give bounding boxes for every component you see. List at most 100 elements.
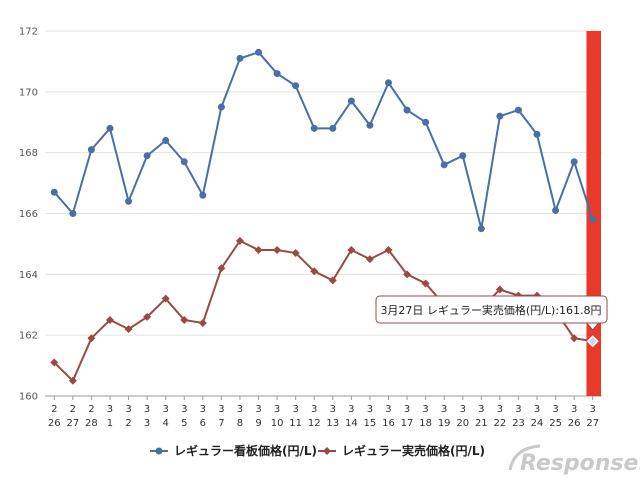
x-tick-month: 3 [274,404,280,415]
x-tick-day: 11 [289,418,302,429]
series-2-point [365,255,374,264]
series-1-point [273,70,281,78]
x-tick-day: 9 [255,418,261,429]
series-2-point [328,276,337,285]
x-tick-month: 3 [422,404,428,415]
series-2-point [254,246,263,254]
series-1-point [570,158,578,166]
y-tick-label: 166 [19,209,38,220]
series-2-point [161,294,170,303]
series-1-point [69,210,77,217]
series-2-point [198,319,207,327]
tooltip-label: 3月27日 レギュラー実売価格(円/L):161.8円 [380,303,601,317]
series-1-point [310,124,318,132]
x-tick-month: 3 [367,404,373,415]
series-1-point [384,79,392,87]
series-2-point [143,312,152,321]
x-tick-month: 3 [404,404,410,415]
x-tick-day: 17 [401,418,414,429]
legend-label-1: レギュラー看板価格(円/L) [174,443,317,458]
x-tick-day: 15 [364,418,377,429]
x-tick-day: 24 [531,418,544,429]
series-2-point [105,315,114,324]
x-tick-month: 3 [515,404,521,415]
series-2-point [273,246,282,254]
x-tick-day: 21 [475,418,488,429]
series-lines [53,51,594,383]
series-2-point [68,376,77,385]
x-tick-month: 3 [385,404,391,415]
x-tick-month: 2 [88,404,94,415]
series-2-point [50,358,59,367]
series-1-point [255,48,263,56]
series-1-point [180,158,188,166]
series-1-point [366,121,374,129]
y-axis-ticks: 160 162 164 166 168 170 172 [19,27,38,403]
series-2-point [347,246,356,254]
x-tick-month: 3 [441,404,447,415]
series-1-point [217,103,225,111]
gridlines [45,30,602,397]
series-2-point [421,279,430,288]
series-2-point [235,236,244,245]
series-2-point [310,267,319,276]
series-1-point [403,106,411,114]
series-markers [50,48,599,385]
x-tick-month: 3 [255,404,261,415]
x-tick-month: 2 [51,404,57,415]
x-tick-month: 3 [552,404,558,415]
x-tick-day: 4 [162,418,168,429]
x-tick-day: 12 [308,418,321,429]
series-1-point [589,216,597,224]
x-tick-month: 3 [348,404,354,415]
tooltip-box [375,295,608,324]
x-tick-day: 8 [237,418,243,429]
series-2-point [586,335,599,348]
series-1-point [533,130,541,138]
x-tick-day: 16 [382,418,395,429]
series-1-point [459,152,467,160]
y-tick-label: 160 [19,392,38,403]
x-tick-day: 22 [494,418,507,429]
x-tick-day: 3 [144,418,150,429]
series-1-point [236,54,244,62]
series-1-point [87,146,95,154]
x-tick-month: 3 [162,404,168,415]
series-2-point [495,285,504,294]
logo-swoosh [508,444,541,471]
x-tick-month: 3 [125,404,131,415]
x-tick-day: 2 [125,418,131,429]
x-tick-day: 1 [107,418,113,429]
y-tick-label: 162 [19,331,38,342]
x-tick-day: 10 [271,418,284,429]
response-logo: Response. [508,444,640,476]
series-line-2 [53,239,593,383]
x-tick-day: 27 [66,418,79,429]
series-1-point [440,161,448,169]
series-1-point [50,188,58,196]
legend-marker-2 [323,447,331,455]
series-1-point [292,82,300,90]
x-tick-month: 3 [237,404,243,415]
x-tick-month: 3 [181,404,187,415]
series-1-point [106,124,114,132]
x-tick-day: 28 [85,418,98,429]
x-tick-month: 3 [460,404,466,415]
series-2-point [180,315,189,324]
x-tick-day: 18 [419,418,432,429]
x-tick-month: 3 [292,404,298,415]
y-tick-label: 170 [19,87,38,98]
tooltip: 3月27日 レギュラー実売価格(円/L):161.8円 [375,295,608,331]
x-tick-month: 3 [200,404,206,415]
series-1-point [514,106,522,114]
x-tick-month: 3 [534,404,540,415]
x-tick-month: 3 [107,404,113,415]
series-1-point [329,124,337,132]
x-tick-day: 13 [326,418,339,429]
series-1-point [125,197,133,205]
series-2-point [87,334,96,343]
x-tick-day: 19 [438,418,451,429]
legend-label-2: レギュラー実売価格(円/L) [342,443,485,458]
series-2-point [570,334,579,343]
